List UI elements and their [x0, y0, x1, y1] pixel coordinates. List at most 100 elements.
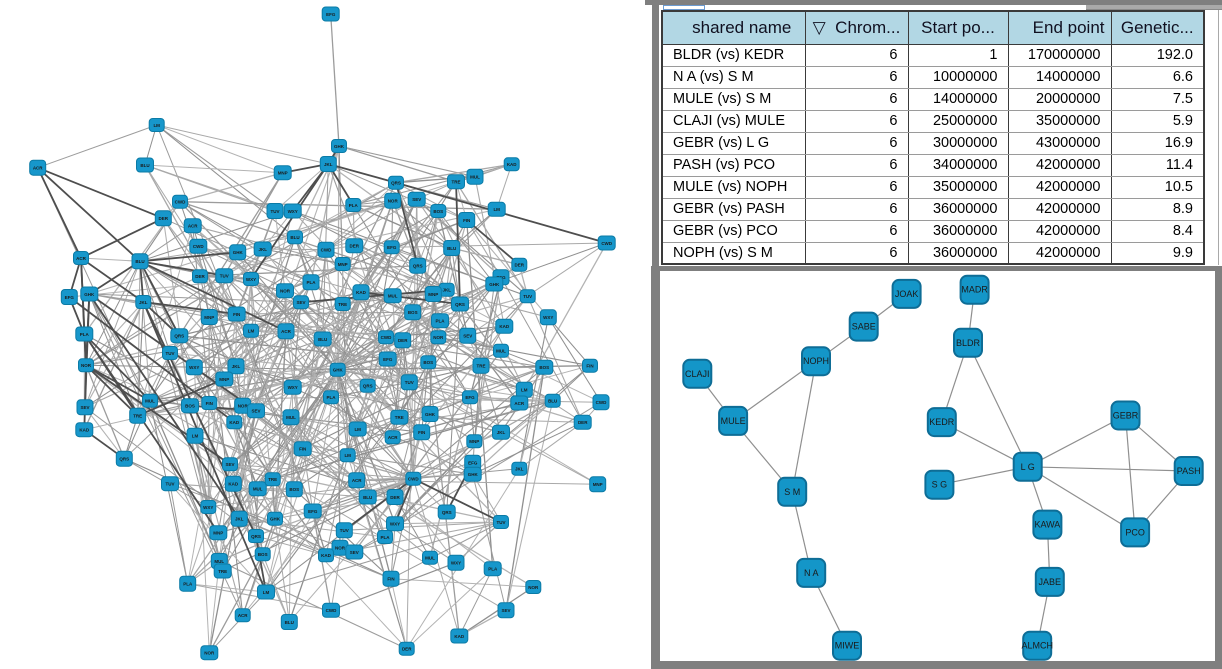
svg-text:GHK: GHK — [84, 292, 95, 297]
svg-text:MUL: MUL — [286, 415, 296, 420]
svg-text:BLU: BLU — [548, 399, 557, 404]
svg-text:CWD: CWD — [601, 241, 612, 246]
svg-text:L G: L G — [1021, 462, 1035, 472]
svg-text:MUL: MUL — [214, 559, 224, 564]
svg-text:MIWE: MIWE — [835, 641, 860, 651]
svg-text:WXY: WXY — [288, 385, 298, 390]
svg-text:TUV: TUV — [340, 528, 349, 533]
svg-text:ACR: ACR — [281, 329, 291, 334]
svg-text:TUV: TUV — [166, 351, 175, 356]
svg-text:KEDR: KEDR — [929, 417, 955, 427]
svg-text:MUL: MUL — [470, 175, 480, 180]
svg-text:PLA: PLA — [183, 582, 193, 587]
svg-text:NOR: NOR — [335, 546, 346, 551]
svg-text:BOS: BOS — [408, 310, 418, 315]
svg-text:MNP: MNP — [278, 171, 288, 176]
svg-text:JKL: JKL — [232, 364, 241, 369]
svg-text:N A: N A — [804, 568, 819, 578]
svg-text:BLU: BLU — [140, 163, 149, 168]
svg-text:SEV: SEV — [296, 300, 305, 305]
svg-text:FIN: FIN — [387, 577, 394, 582]
svg-text:PLA: PLA — [307, 280, 317, 285]
svg-text:QRS: QRS — [119, 457, 129, 462]
svg-text:MUL: MUL — [253, 487, 263, 492]
svg-text:DER: DER — [578, 420, 588, 425]
svg-text:ALMCH: ALMCH — [1021, 641, 1053, 651]
svg-text:WXY: WXY — [203, 505, 213, 510]
svg-text:MUL: MUL — [145, 399, 155, 404]
svg-text:CWD: CWD — [408, 477, 419, 482]
svg-text:SEV: SEV — [350, 550, 359, 555]
svg-text:SEV: SEV — [251, 409, 260, 414]
svg-text:LM: LM — [521, 388, 528, 393]
svg-text:NOR: NOR — [433, 335, 444, 340]
svg-text:S M: S M — [784, 487, 800, 497]
svg-text:EFG: EFG — [383, 357, 393, 362]
svg-text:CWD: CWD — [381, 335, 392, 340]
svg-text:FIN: FIN — [463, 218, 470, 223]
svg-text:GEBR: GEBR — [1113, 411, 1139, 421]
svg-text:DER: DER — [515, 263, 525, 268]
svg-text:JKL: JKL — [258, 247, 267, 252]
svg-text:BLU: BLU — [318, 337, 327, 342]
svg-text:NOR: NOR — [528, 585, 539, 590]
svg-text:MNP: MNP — [593, 482, 603, 487]
svg-text:BLU: BLU — [363, 495, 372, 500]
svg-text:QRS: QRS — [363, 384, 373, 389]
svg-text:JKL: JKL — [515, 467, 524, 472]
svg-text:LM: LM — [248, 329, 255, 334]
svg-text:GHK: GHK — [333, 368, 344, 373]
svg-text:MUL: MUL — [496, 349, 506, 354]
svg-text:BOS: BOS — [423, 360, 433, 365]
svg-text:WXY: WXY — [390, 522, 400, 527]
svg-text:SEV: SEV — [80, 405, 89, 410]
svg-text:MNP: MNP — [219, 377, 229, 382]
svg-text:TUV: TUV — [405, 380, 414, 385]
svg-text:KAD: KAD — [321, 553, 331, 558]
svg-text:PLA: PLA — [381, 535, 391, 540]
svg-text:FIN: FIN — [418, 430, 425, 435]
svg-text:MNP: MNP — [338, 262, 348, 267]
svg-text:GHK: GHK — [468, 472, 479, 477]
svg-text:MUL: MUL — [388, 294, 398, 299]
svg-text:KAD: KAD — [507, 162, 517, 167]
svg-text:EFG: EFG — [326, 12, 336, 17]
svg-text:FIN: FIN — [299, 447, 306, 452]
svg-text:SEV: SEV — [225, 462, 234, 467]
svg-text:BOS: BOS — [289, 487, 299, 492]
svg-text:GHK: GHK — [270, 517, 281, 522]
svg-text:DER: DER — [390, 495, 400, 500]
svg-text:JKL: JKL — [442, 288, 451, 293]
svg-text:QRS: QRS — [442, 510, 452, 515]
svg-text:BLU: BLU — [135, 259, 144, 264]
svg-text:JKL: JKL — [497, 430, 506, 435]
svg-text:EFG: EFG — [468, 461, 478, 466]
svg-text:SABE: SABE — [852, 322, 876, 332]
svg-text:TRE: TRE — [133, 414, 142, 419]
svg-text:TUV: TUV — [220, 274, 229, 279]
svg-text:TUV: TUV — [497, 520, 506, 525]
svg-text:KAD: KAD — [499, 324, 509, 329]
svg-text:KAD: KAD — [228, 482, 238, 487]
svg-text:EFG: EFG — [465, 395, 475, 400]
svg-text:SEV: SEV — [412, 197, 421, 202]
svg-text:ACR: ACR — [33, 166, 43, 171]
svg-text:LM: LM — [153, 123, 160, 128]
svg-text:WXY: WXY — [543, 315, 553, 320]
svg-text:PLA: PLA — [436, 319, 446, 324]
svg-text:TRE: TRE — [338, 302, 347, 307]
svg-text:GHK: GHK — [425, 412, 436, 417]
svg-text:JKL: JKL — [139, 300, 148, 305]
svg-text:KAD: KAD — [79, 428, 89, 433]
svg-text:QRS: QRS — [413, 264, 423, 269]
svg-text:TRE: TRE — [395, 415, 404, 420]
svg-text:DER: DER — [159, 216, 169, 221]
svg-text:TUV: TUV — [523, 294, 532, 299]
svg-text:PLA: PLA — [349, 203, 359, 208]
svg-text:CLAJI: CLAJI — [685, 369, 710, 379]
svg-text:WXY: WXY — [189, 365, 199, 370]
svg-text:DER: DER — [402, 647, 412, 652]
svg-text:NOR: NOR — [238, 404, 249, 409]
svg-text:NOR: NOR — [81, 363, 92, 368]
svg-text:ACR: ACR — [388, 435, 398, 440]
